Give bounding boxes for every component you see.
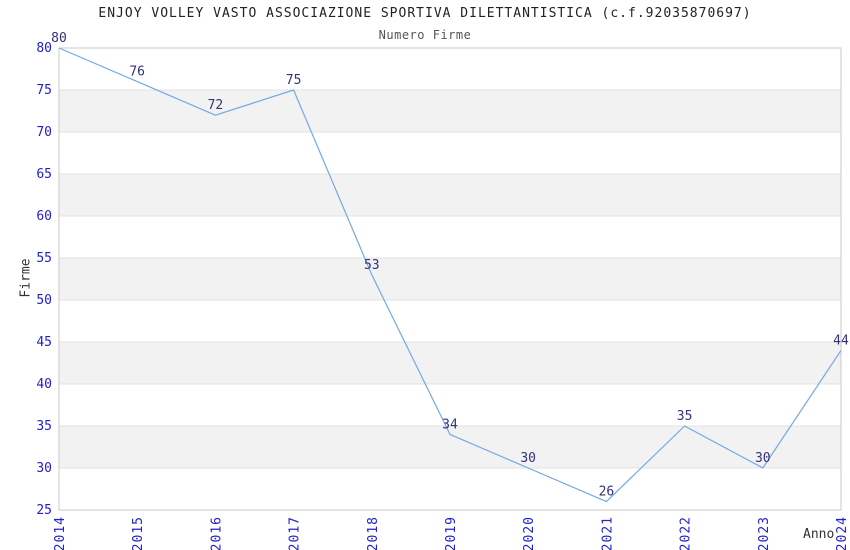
- y-tick-label: 45: [36, 335, 52, 350]
- x-tick-label: 2018: [366, 516, 381, 550]
- chart-subtitle: Numero Firme: [378, 28, 472, 42]
- x-tick-label: 2023: [757, 516, 772, 550]
- y-tick-label: 35: [36, 419, 52, 434]
- y-tick-label: 55: [36, 251, 52, 266]
- plot-band: [59, 174, 841, 216]
- x-tick-label: 2019: [444, 516, 459, 550]
- data-label: 35: [677, 409, 693, 424]
- data-label: 30: [520, 451, 536, 466]
- chart-title: ENJOY VOLLEY VASTO ASSOCIAZIONE SPORTIVA…: [98, 6, 752, 21]
- y-tick-label: 25: [36, 503, 52, 518]
- y-tick-label: 50: [36, 293, 52, 308]
- x-tick-label: 2016: [209, 516, 224, 550]
- series-line: [58, 47, 842, 503]
- plot-border: [58, 47, 842, 511]
- x-tick-label: 2021: [600, 516, 615, 550]
- x-tick-label: 2022: [679, 516, 694, 550]
- x-tick-label: 2017: [288, 516, 303, 550]
- data-label: 76: [129, 65, 145, 80]
- x-tick-label: 2015: [131, 516, 146, 550]
- y-tick-label: 30: [36, 461, 52, 476]
- data-label: 75: [286, 73, 302, 88]
- data-label: 26: [599, 485, 615, 500]
- y-tick-label: 60: [36, 209, 52, 224]
- data-label: 72: [208, 98, 224, 113]
- data-label: 44: [833, 333, 849, 348]
- x-tick-label: 2024: [835, 516, 850, 550]
- plot-band: [59, 342, 841, 384]
- plot-band: [59, 426, 841, 468]
- y-tick-label: 70: [36, 125, 52, 140]
- y-tick-label: 65: [36, 167, 52, 182]
- data-label: 34: [442, 417, 458, 432]
- x-tick-label: 2020: [522, 516, 537, 550]
- plot-band: [59, 90, 841, 132]
- x-tick-label: 2014: [53, 516, 68, 550]
- x-axis-label: Anno: [803, 527, 835, 542]
- plot-band: [59, 258, 841, 300]
- y-tick-label: 75: [36, 83, 52, 98]
- y-tick-label: 80: [36, 41, 52, 56]
- data-label: 80: [51, 31, 67, 46]
- data-label: 53: [364, 258, 380, 273]
- data-label: 30: [755, 451, 771, 466]
- y-tick-label: 40: [36, 377, 52, 392]
